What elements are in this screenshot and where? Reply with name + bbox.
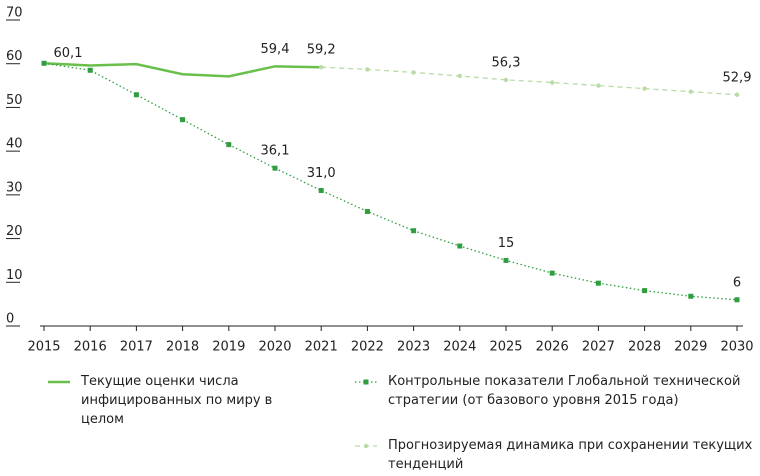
x-tick-label: 2017 (120, 340, 153, 355)
point (688, 89, 693, 94)
legend-item: Контрольные показатели Глобальной технич… (355, 372, 760, 410)
legend-marker (363, 379, 369, 385)
point (411, 70, 416, 75)
point (642, 86, 647, 91)
data-label: 6 (733, 275, 741, 290)
data-label: 59,4 (261, 42, 290, 57)
x-tick-label: 2022 (351, 340, 384, 355)
y-tick-label: 40 (6, 137, 23, 152)
point (596, 83, 601, 88)
point (457, 73, 462, 79)
x-tick-label: 2015 (27, 340, 60, 355)
x-tick-label: 2023 (397, 340, 430, 355)
point (318, 187, 324, 193)
point (226, 142, 232, 148)
data-label: 56,3 (492, 55, 521, 70)
point (503, 77, 509, 83)
point (365, 67, 370, 72)
x-tick-label: 2029 (674, 340, 707, 355)
point (319, 65, 324, 70)
point (41, 60, 47, 66)
point (734, 92, 740, 97)
x-tick-label: 2027 (582, 340, 615, 355)
point (550, 80, 555, 85)
series-line (43, 62, 738, 301)
data-label: 36,1 (261, 144, 290, 159)
x-tick-label: 2020 (258, 340, 291, 355)
legend-label: Текущие оценки числа инфицированных по м… (81, 374, 273, 427)
y-tick-label: 60 (6, 49, 23, 64)
y-tick-label: 0 (6, 312, 14, 327)
legend-item: Текущие оценки числа инфицированных по м… (48, 372, 298, 429)
series-line (321, 66, 738, 96)
x-tick-label: 2030 (720, 340, 753, 355)
data-label: 60,1 (54, 46, 83, 61)
x-tick-label: 2024 (443, 340, 476, 355)
point (734, 297, 740, 303)
y-tick-label: 70 (6, 6, 23, 21)
point (549, 270, 555, 276)
x-tick-label: 2018 (166, 340, 199, 355)
data-label: 52,9 (723, 70, 752, 85)
legend-label: Прогнозируемая динамика при сохранении т… (388, 438, 753, 472)
x-tick-label: 2019 (212, 340, 245, 355)
x-tick-label: 2028 (628, 340, 661, 355)
data-label: 31,0 (307, 166, 336, 181)
point (457, 243, 463, 249)
point (87, 67, 93, 73)
y-tick-label: 50 (6, 93, 23, 108)
y-tick-label: 10 (6, 268, 23, 283)
point (642, 288, 648, 294)
point (272, 165, 278, 171)
x-tick-label: 2026 (536, 340, 569, 355)
point (595, 280, 601, 286)
legend-swatch (355, 443, 377, 449)
data-label: 59,2 (307, 43, 336, 58)
point (411, 228, 417, 234)
legend-label: Контрольные показатели Глобальной технич… (388, 374, 741, 408)
point (688, 293, 694, 299)
legend-marker (363, 443, 369, 449)
legend-swatch (355, 379, 377, 385)
point (503, 257, 509, 263)
point (364, 208, 370, 214)
point (133, 92, 139, 98)
data-label: 15 (498, 236, 515, 251)
series-line (43, 62, 322, 78)
x-tick-label: 2016 (74, 340, 107, 355)
x-tick-label: 2021 (305, 340, 338, 355)
legend-item: Прогнозируемая динамика при сохранении т… (355, 436, 760, 474)
y-tick-label: 30 (6, 180, 23, 195)
point (180, 117, 186, 123)
legend-swatch (48, 380, 70, 384)
y-tick-label: 20 (6, 224, 23, 239)
x-tick-label: 2025 (489, 340, 522, 355)
